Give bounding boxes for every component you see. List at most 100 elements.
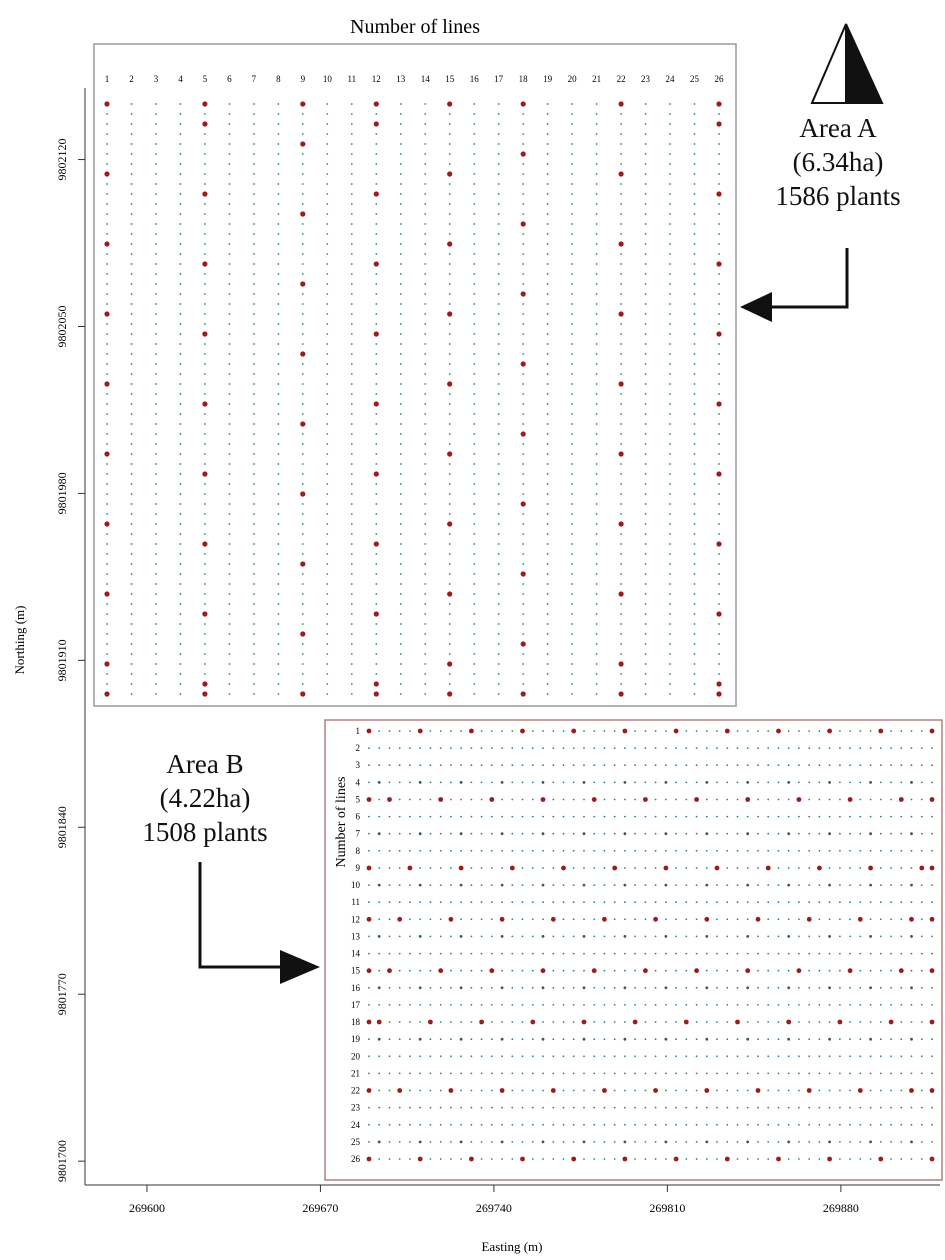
panel-a-point <box>448 573 451 575</box>
panel-a-point <box>424 533 427 535</box>
panel-b-point <box>685 849 688 852</box>
panel-b-point <box>931 815 933 818</box>
panel-a-point <box>399 283 402 285</box>
panel-a-point <box>424 453 427 455</box>
panel-b-point <box>736 1158 739 1160</box>
panel-b-point <box>726 1055 729 1058</box>
panel-b-point <box>900 1123 903 1126</box>
panel-b-point <box>511 1141 514 1143</box>
panel-a-point <box>693 433 696 435</box>
panel-b-point <box>726 747 729 749</box>
panel-b-point <box>808 815 811 818</box>
panel-b-point <box>931 1004 933 1006</box>
panel-a-point <box>497 433 500 435</box>
panel-b-point <box>439 918 442 921</box>
panel-a-point <box>644 113 647 115</box>
panel-b-point <box>376 1019 382 1025</box>
panel-a-point <box>693 423 696 425</box>
panel-b-point <box>716 1123 718 1126</box>
panel-b-point <box>879 918 882 921</box>
panel-a-point <box>155 333 157 335</box>
panel-b-point <box>531 730 534 732</box>
panel-a-point <box>448 683 451 685</box>
panel-a-point <box>155 183 157 185</box>
panel-b-point <box>705 1037 709 1041</box>
panel-b-point <box>755 916 761 922</box>
panel-b-point <box>859 952 862 955</box>
panel-a-point <box>373 541 379 547</box>
panel-a-point <box>571 603 573 605</box>
panel-b-point <box>409 1072 411 1075</box>
panel-b-point <box>582 986 586 990</box>
panel-b-point <box>531 1141 534 1143</box>
panel-b-point <box>552 1021 555 1023</box>
panel-a-point <box>375 623 378 625</box>
panel-b-line-label: 1 <box>356 726 361 736</box>
panel-b-point <box>583 1089 585 1092</box>
panel-a-point <box>155 223 157 225</box>
panel-a-point <box>399 473 402 475</box>
panel-b-point <box>705 883 709 887</box>
panel-b-point <box>490 884 493 886</box>
panel-a-point <box>669 543 671 545</box>
panel-a-point <box>399 163 402 165</box>
panel-a-point <box>350 223 353 225</box>
panel-a-point <box>375 563 378 565</box>
panel-a-point <box>546 343 549 345</box>
panel-b-point <box>654 764 657 767</box>
panel-b-point <box>583 815 585 818</box>
panel-a-point <box>497 103 500 105</box>
panel-a-point <box>497 603 500 605</box>
panel-a-point <box>228 153 231 155</box>
panel-a-point <box>522 513 525 515</box>
panel-a-point <box>522 213 525 215</box>
panel-a-point <box>326 203 329 205</box>
panel-b-point <box>378 1072 381 1075</box>
panel-b-point <box>879 1055 882 1058</box>
panel-b-point <box>429 1038 432 1041</box>
panel-a-point <box>669 373 671 375</box>
panel-b-point <box>521 969 524 972</box>
panel-a-point <box>301 253 304 255</box>
panel-b-line-label: 16 <box>351 983 361 993</box>
panel-b-point <box>675 1123 677 1126</box>
panel-b-point <box>429 1055 432 1058</box>
panel-a-lines-title: Number of lines <box>350 16 480 38</box>
panel-a-point <box>204 593 206 595</box>
panel-a-point <box>448 133 451 135</box>
panel-b-point <box>624 1072 626 1075</box>
panel-a-point <box>130 253 133 255</box>
panel-a-point <box>155 633 157 635</box>
panel-b-point <box>622 1156 628 1162</box>
panel-b-point <box>470 884 473 886</box>
panel-a-point <box>399 403 402 405</box>
panel-b-point <box>777 1021 780 1023</box>
panel-a-point <box>497 653 500 655</box>
panel-b-point <box>767 1055 770 1058</box>
panel-a-point <box>300 561 306 567</box>
panel-a-line-label: 24 <box>666 74 676 84</box>
panel-a-point <box>571 163 573 165</box>
panel-b-point <box>777 884 780 886</box>
panel-b-point <box>429 884 432 886</box>
panel-b-point <box>509 865 515 871</box>
panel-b-point <box>409 1038 411 1041</box>
panel-a-point <box>669 313 671 315</box>
panel-b-line-label: 21 <box>351 1068 360 1078</box>
panel-a-point <box>718 373 720 375</box>
panel-a-point <box>277 303 280 305</box>
panel-b-point <box>900 781 903 784</box>
panel-a-point <box>228 643 231 645</box>
panel-a-point <box>375 323 378 325</box>
panel-b-point <box>388 986 391 989</box>
panel-a-point <box>373 681 379 687</box>
panel-a-point <box>644 313 647 315</box>
panel-a-point <box>399 413 402 415</box>
panel-b-point <box>550 916 556 922</box>
panel-b-point <box>603 798 606 801</box>
panel-a-point <box>447 101 453 107</box>
panel-a-point <box>350 363 353 365</box>
panel-a-point <box>620 113 622 115</box>
panel-b-point <box>787 1004 790 1006</box>
